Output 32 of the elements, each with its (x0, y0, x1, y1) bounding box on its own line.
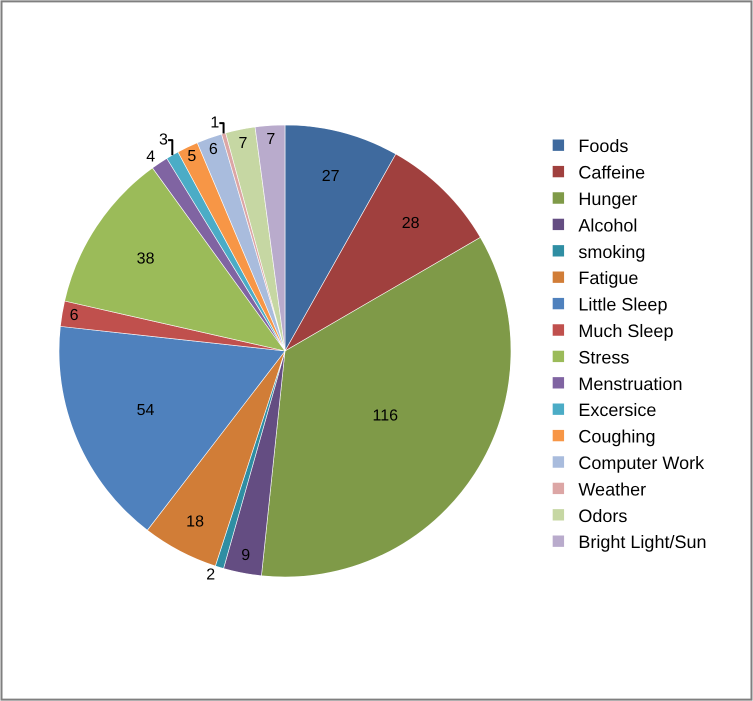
legend-label: Alcohol (578, 215, 638, 236)
legend-label: Much Sleep (578, 321, 674, 342)
data-label: 6 (70, 307, 79, 324)
data-label: 116 (372, 407, 398, 424)
data-label: 27 (322, 168, 340, 186)
legend-label: Caffeine (578, 162, 646, 183)
data-label: 28 (402, 215, 420, 232)
legend-label: Menstruation (578, 374, 682, 394)
legend-label: Stress (578, 347, 630, 368)
legend-label: Fatigue (578, 268, 638, 288)
data-label: 3 (159, 132, 168, 149)
legend-label: Little Sleep (578, 294, 668, 315)
legend-label: Coughing (578, 426, 656, 447)
data-label: 7 (266, 131, 276, 148)
data-label: 9 (241, 546, 250, 564)
legend-label: Foods (578, 136, 628, 156)
legend-label: Odors (578, 506, 628, 526)
data-label: 38 (136, 250, 155, 268)
legend-label: Hunger (578, 189, 638, 210)
data-label: 4 (146, 148, 156, 166)
legend-label: Weather (578, 479, 646, 500)
data-label: 1 (210, 114, 220, 132)
data-label: 2 (206, 566, 216, 584)
data-label: 7 (238, 134, 248, 152)
legend-label: Computer Work (578, 453, 706, 474)
data-label: 54 (136, 402, 154, 420)
data-label: 6 (208, 141, 218, 158)
legend-label: Bright Light/Sun (578, 532, 706, 552)
data-label: 5 (187, 148, 196, 165)
legend-label: smoking (578, 242, 646, 262)
data-label: 18 (186, 513, 204, 530)
legend-label: Excersice (578, 400, 656, 420)
